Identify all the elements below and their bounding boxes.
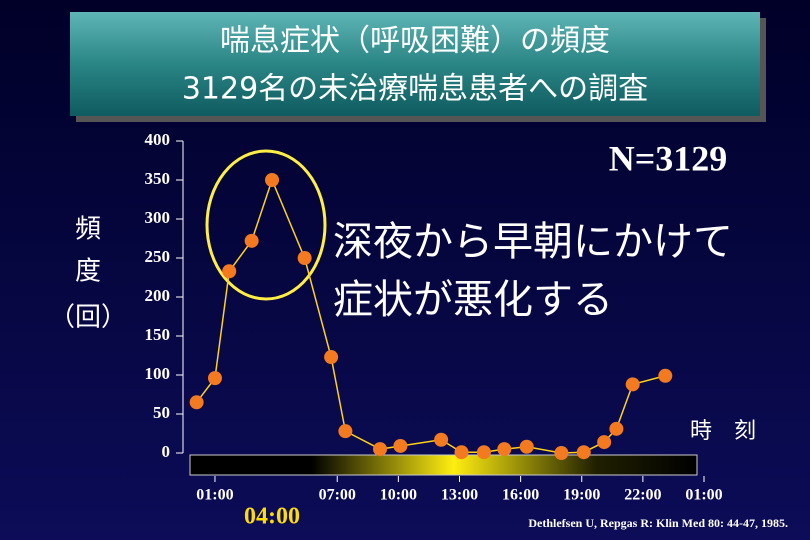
y-tick-label: 300: [145, 208, 171, 227]
data-point: [497, 442, 512, 457]
data-point: [658, 368, 673, 383]
y-tick-label: 400: [145, 130, 171, 149]
title-line: 3129名の未治療喘息患者への調査: [182, 72, 648, 107]
x-axis-label: 時 刻: [690, 419, 756, 444]
y-tick-label: 100: [145, 364, 171, 383]
data-point: [597, 435, 612, 450]
data-point: [265, 173, 280, 187]
data-point: [576, 445, 591, 460]
y-tick-label: 250: [145, 247, 171, 266]
title-box: [70, 12, 760, 116]
y-tick-label: 200: [145, 286, 171, 305]
y-tick-label: 350: [145, 169, 171, 188]
data-point: [476, 445, 491, 460]
data-point: [207, 371, 222, 386]
data-point: [244, 233, 259, 248]
data-point: [338, 424, 353, 439]
x-tick-label: 07:00: [319, 487, 356, 504]
x-tick-label: 01:00: [685, 487, 722, 504]
annotation: N=3129: [609, 138, 728, 178]
y-axis-label: 度: [75, 257, 101, 287]
data-point: [324, 350, 339, 365]
data-point: [454, 445, 469, 460]
data-point: [434, 432, 449, 447]
data-point: [519, 439, 534, 454]
annotation: 深夜から早朝にかけて: [333, 219, 733, 265]
x-tick-label: 10:00: [380, 487, 417, 504]
data-point: [609, 421, 624, 436]
peak-circle: [205, 149, 327, 301]
data-point: [625, 377, 640, 392]
data-point: [373, 442, 388, 457]
data-point: [393, 438, 408, 453]
x-tick-label: 13:00: [441, 487, 478, 504]
citation: Dethlefsen U, Repgas R: Klin Med 80: 44-…: [528, 516, 788, 530]
data-point: [222, 264, 237, 279]
data-point: [297, 251, 312, 265]
y-tick-label: 150: [145, 325, 171, 344]
x-tick-label: 22:00: [624, 487, 661, 504]
y-axis-label: （回）: [49, 303, 127, 333]
time-band: [189, 454, 698, 476]
x-tick-label: 01:00: [196, 487, 233, 504]
x-tick-label: 16:00: [502, 487, 539, 504]
y-axis-label: 頻: [75, 215, 101, 245]
title-line: 喘息症状（呼吸困難）の頻度: [220, 24, 610, 59]
y-tick-label: 0: [162, 442, 171, 461]
y-tick-label: 50: [153, 403, 170, 422]
data-point: [189, 395, 204, 410]
data-point: [554, 446, 569, 460]
annotation: 症状が悪化する: [333, 277, 613, 323]
highlight-time: 04:00: [244, 504, 300, 530]
x-tick-label: 19:00: [563, 487, 600, 504]
